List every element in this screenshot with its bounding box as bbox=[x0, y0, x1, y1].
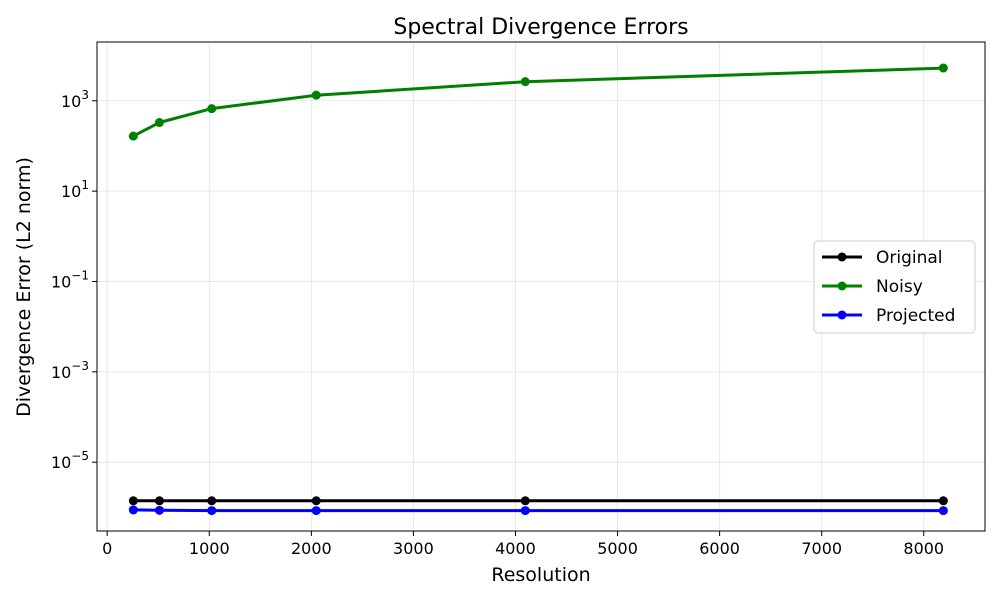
series-group bbox=[128, 63, 948, 516]
y-tick-label: 10−5 bbox=[51, 449, 89, 472]
y-tick-base: 10 bbox=[51, 272, 71, 291]
y-tick-base: 10 bbox=[61, 182, 81, 201]
x-axis: 0 1000 2000 3000 4000 5000 6000 7000 8000 bbox=[102, 531, 944, 558]
legend-label: Original bbox=[876, 248, 943, 268]
data-point-noisy bbox=[207, 104, 217, 114]
y-tick-base: 10 bbox=[51, 453, 71, 472]
x-tick-label: 7000 bbox=[801, 539, 842, 558]
series-line-noisy bbox=[132, 66, 944, 138]
legend-swatch-marker bbox=[837, 281, 847, 291]
series-line-projected bbox=[133, 508, 944, 513]
legend-label: Projected bbox=[876, 306, 955, 326]
legend-box bbox=[813, 240, 976, 334]
data-point-projected bbox=[154, 505, 164, 515]
y-tick-exponent: 1 bbox=[81, 178, 89, 192]
y-tick-label: 103 bbox=[61, 88, 89, 111]
data-point-projected bbox=[207, 506, 217, 516]
data-point-original bbox=[938, 496, 948, 506]
data-point-noisy bbox=[154, 118, 164, 128]
data-point-original bbox=[154, 496, 164, 506]
data-point-noisy bbox=[128, 131, 138, 141]
data-point-noisy bbox=[938, 63, 948, 73]
data-point-original bbox=[311, 496, 321, 506]
x-tick-label: 0 bbox=[102, 539, 112, 558]
data-point-original bbox=[207, 496, 217, 506]
y-tick-label: 10−1 bbox=[51, 268, 89, 291]
plot-area-frame bbox=[96, 41, 986, 532]
legend: Original Noisy Projected bbox=[813, 240, 976, 334]
legend-label: Noisy bbox=[876, 277, 923, 297]
x-tick-label: 1000 bbox=[189, 539, 230, 558]
chart-title: Spectral Divergence Errors bbox=[393, 15, 688, 40]
y-axis-title: Divergence Error (L2 norm) bbox=[13, 157, 35, 417]
x-tick-label: 6000 bbox=[699, 539, 740, 558]
grid bbox=[97, 42, 985, 531]
x-tick-label: 2000 bbox=[291, 539, 332, 558]
data-point-projected bbox=[938, 506, 948, 516]
x-tick-label: 5000 bbox=[597, 539, 638, 558]
x-tick-label: 3000 bbox=[393, 539, 434, 558]
data-point-projected bbox=[311, 506, 321, 516]
y-tick-exponent: 3 bbox=[81, 88, 89, 102]
legend-swatch-marker bbox=[837, 252, 847, 262]
y-tick-exponent: −5 bbox=[71, 449, 89, 463]
data-point-noisy bbox=[520, 77, 530, 87]
data-point-noisy bbox=[311, 90, 321, 100]
y-tick-base: 10 bbox=[51, 363, 71, 382]
data-point-projected bbox=[128, 505, 138, 515]
data-point-original bbox=[128, 496, 138, 506]
y-tick-label: 101 bbox=[61, 178, 89, 201]
x-axis-title: Resolution bbox=[491, 564, 590, 586]
y-tick-exponent: −1 bbox=[71, 268, 89, 282]
legend-swatch-marker bbox=[837, 310, 847, 320]
data-point-projected bbox=[520, 506, 530, 516]
x-tick-label: 8000 bbox=[903, 539, 944, 558]
y-tick-exponent: −3 bbox=[71, 359, 89, 373]
y-tick-base: 10 bbox=[61, 92, 81, 111]
y-tick-label: 10−3 bbox=[51, 359, 89, 382]
x-tick-label: 4000 bbox=[495, 539, 536, 558]
data-point-original bbox=[520, 496, 530, 506]
